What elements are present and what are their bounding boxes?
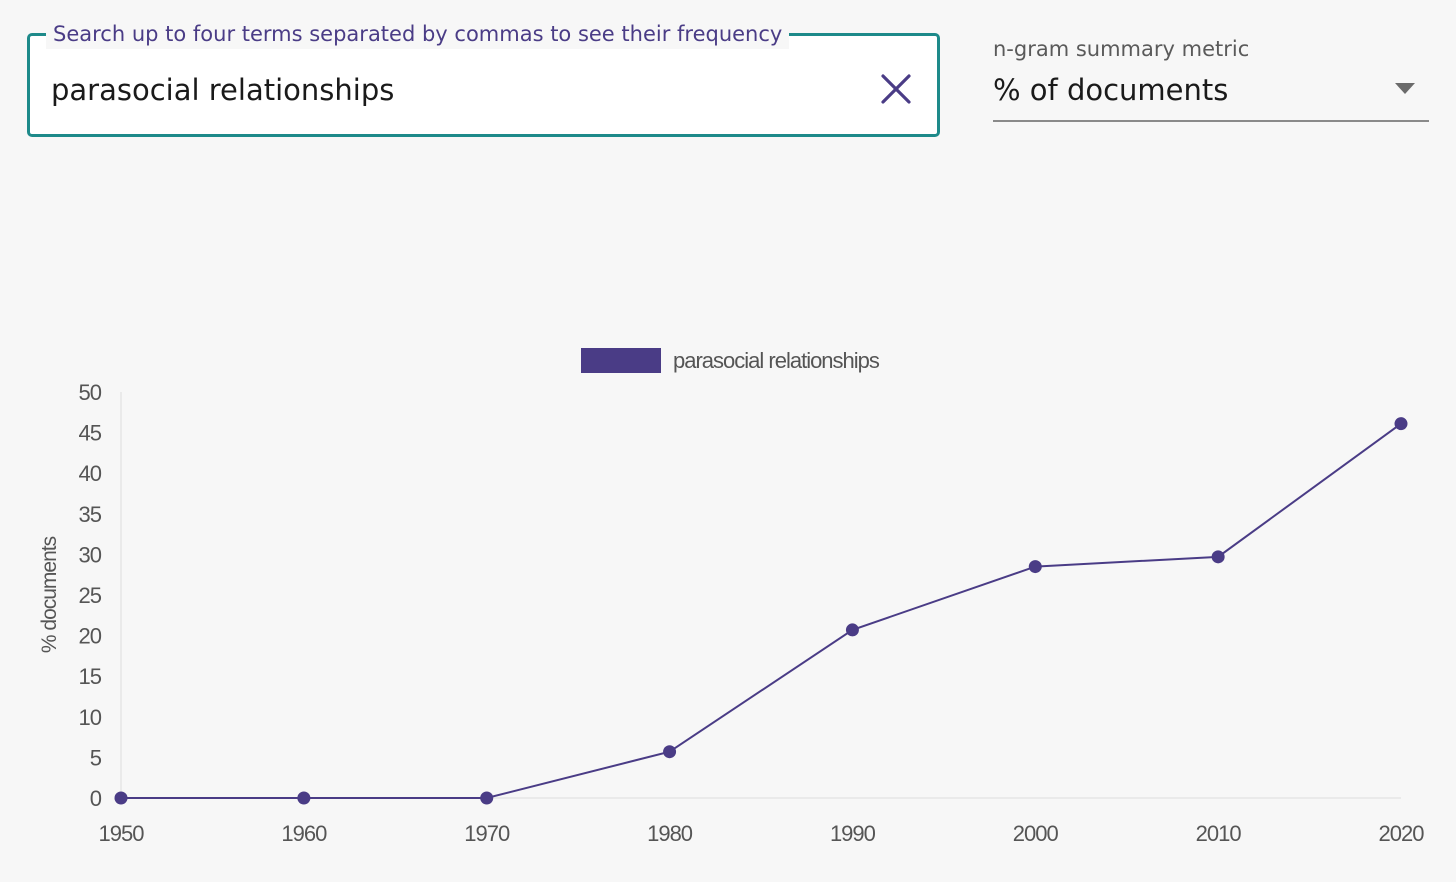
- y-tick-label: 30: [79, 542, 102, 567]
- data-point: [1394, 417, 1408, 431]
- data-point: [480, 791, 494, 805]
- x-tick-label: 2010: [1196, 821, 1242, 846]
- data-point: [114, 791, 128, 805]
- legend-swatch: [581, 348, 661, 373]
- y-axis-label: % documents: [38, 536, 61, 653]
- close-icon-svg: [881, 74, 911, 104]
- y-tick-label: 5: [90, 745, 102, 770]
- y-tick-label: 25: [79, 583, 102, 608]
- x-tick-label: 1970: [464, 821, 510, 846]
- legend-label: parasocial relationships: [673, 348, 880, 373]
- y-tick-label: 50: [79, 380, 102, 405]
- y-tick-label: 15: [79, 664, 102, 689]
- data-point: [1028, 560, 1042, 574]
- search-field[interactable]: Search up to four terms separated by com…: [27, 19, 940, 137]
- y-tick-label: 35: [79, 502, 102, 527]
- data-point: [845, 623, 859, 637]
- y-tick-label: 45: [79, 421, 102, 446]
- data-point: [1211, 550, 1225, 564]
- x-tick-label: 1950: [99, 821, 145, 846]
- x-tick-label: 1990: [830, 821, 876, 846]
- data-point: [663, 745, 677, 759]
- y-tick-label: 40: [79, 461, 102, 486]
- x-tick-label: 2020: [1379, 821, 1425, 846]
- metric-label: n-gram summary metric: [993, 37, 1250, 61]
- chevron-down-icon[interactable]: [1395, 83, 1415, 94]
- close-icon[interactable]: [879, 72, 913, 106]
- metric-select[interactable]: n-gram summary metric % of documents: [993, 30, 1429, 122]
- series-line: [121, 422, 1402, 799]
- x-tick-label: 1960: [281, 821, 327, 846]
- y-tick-label: 10: [79, 705, 102, 730]
- x-tick-label: 2000: [1013, 821, 1059, 846]
- data-point: [297, 791, 311, 805]
- x-tick-label: 1980: [647, 821, 693, 846]
- metric-value[interactable]: % of documents: [993, 73, 1229, 107]
- frequency-chart: 0 5 10 15 20 25 30 35 40 45 50 1950 1960 1970 1980 1990…: [38, 348, 1425, 846]
- search-input[interactable]: parasocial relationships: [51, 73, 395, 107]
- y-tick-label: 20: [79, 624, 102, 649]
- y-tick-label: 0: [90, 786, 102, 811]
- search-label: Search up to four terms separated by com…: [46, 19, 790, 49]
